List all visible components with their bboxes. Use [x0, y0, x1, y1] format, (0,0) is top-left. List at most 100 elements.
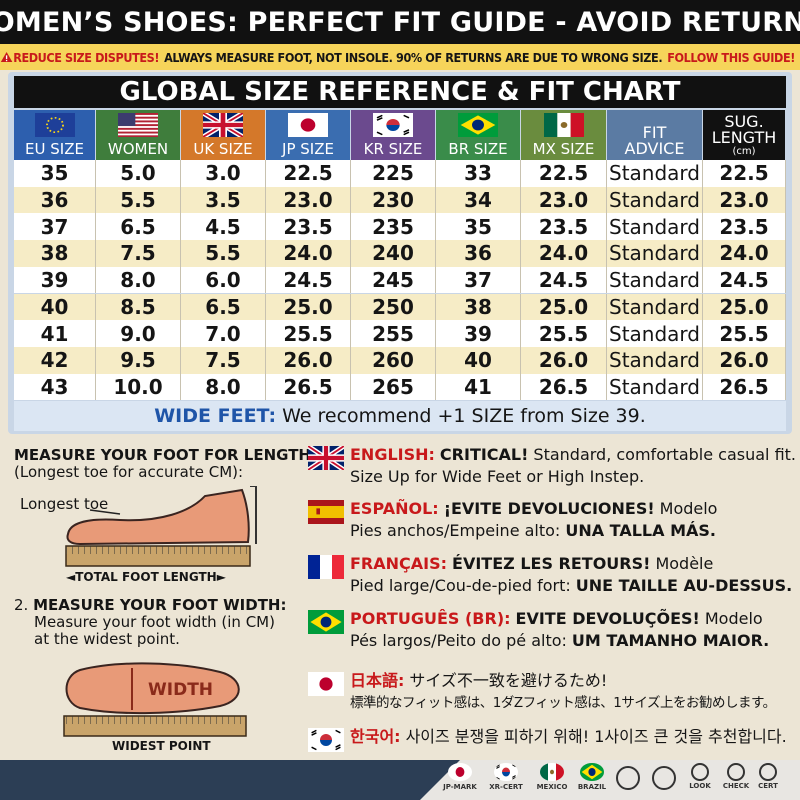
- language-headline: EVITE DEVOLUÇÕES!: [515, 609, 700, 628]
- badge-label: CHECK: [722, 782, 750, 790]
- table-cell: 40: [14, 293, 96, 321]
- ruler-ticks: [64, 716, 246, 736]
- language-label: 日本語:: [350, 671, 405, 690]
- table-cell: 25.0: [266, 293, 351, 321]
- language-text: 사이즈 분쟁을 피하기 위해! 1사이즈 큰 것을 추천합니다.: [405, 727, 787, 746]
- column-label: JP SIZE: [282, 140, 334, 158]
- language-text: サイズ不一致を避けるため!: [409, 671, 608, 690]
- table-cell: Standard: [607, 293, 703, 321]
- table-cell: 41: [436, 373, 521, 401]
- table-cell: 5.5: [181, 240, 266, 267]
- table-cell: 260: [351, 346, 436, 374]
- table-cell: 39: [436, 320, 521, 347]
- badge-flag: [580, 763, 604, 781]
- language-label: PORTUGUÊS (BR):: [350, 609, 511, 628]
- table-cell: 9.0: [96, 320, 181, 347]
- column-flag: [543, 113, 584, 137]
- table-cell: Standard: [607, 240, 703, 267]
- language-text: Modèle: [655, 554, 714, 573]
- table-cell: 265: [351, 373, 436, 401]
- foot: [66, 488, 250, 546]
- table-cell: 245: [351, 266, 436, 294]
- table-cell: Standard: [607, 320, 703, 347]
- shape: [455, 767, 465, 777]
- language-line: 日本語: サイズ不一致を避けるため!: [350, 670, 798, 692]
- note-label: WIDE FEET:: [154, 405, 277, 427]
- language-line: 標準的なフィット感は、1ダZフィット感は、1サイズ上をお勧めします。: [350, 692, 798, 714]
- language-flag: [308, 500, 344, 524]
- table-note: WIDE FEET: We recommend +1 SIZE from Size…: [14, 401, 786, 431]
- shape: [118, 113, 158, 137]
- language-label: ENGLISH:: [350, 445, 435, 464]
- language-line: FRANÇAIS: ÉVITEZ LES RETOURS! Modèle: [350, 553, 798, 575]
- language-line: Pés largos/Peito do pé alto: UM TAMANHO M…: [350, 630, 798, 652]
- language-flag: [308, 555, 344, 579]
- shape: [118, 135, 158, 137]
- table-cell: 8.0: [96, 266, 181, 294]
- language-text: Pés largos/Peito do pé alto:: [350, 631, 567, 650]
- shape: [496, 764, 516, 780]
- pointer: [89, 509, 121, 515]
- table-cell: 26.5: [266, 373, 351, 401]
- column-flag: [203, 113, 243, 137]
- table-cell: 24.5: [521, 266, 607, 294]
- table-cell: 6.5: [181, 293, 266, 321]
- shape: [543, 113, 557, 137]
- language-line: Pied large/Cou-de-pied fort: UNE TAILLE A…: [350, 575, 798, 597]
- table-cell: 33: [436, 160, 521, 187]
- table-cell: 255: [351, 320, 436, 347]
- table-cell: 9.5: [96, 346, 181, 374]
- shape: [386, 119, 400, 125]
- shape: [320, 734, 332, 740]
- badge-icon: [691, 763, 709, 781]
- language-text: Modelo: [704, 609, 763, 628]
- column-label: SUG. LENGTH: [711, 112, 777, 147]
- shape: [560, 122, 567, 128]
- foot-top: [65, 662, 240, 715]
- table-cell: 22.5: [266, 160, 351, 187]
- language-flag: [308, 610, 344, 634]
- column-label: FIT ADVICE: [624, 123, 685, 158]
- length-sub: (Longest toe for accurate CM):: [14, 463, 244, 481]
- shape: [320, 740, 332, 746]
- column-label: WOMEN: [107, 140, 169, 158]
- shape: [118, 113, 158, 115]
- language-emphasis: UNA TALLA MÁS.: [565, 521, 716, 540]
- globe-icon: [652, 766, 676, 790]
- table-cell: 41: [14, 320, 96, 347]
- table-cell: 3.5: [181, 186, 266, 214]
- length-heading: MEASURE YOUR FOOT FOR LENGTH: [14, 446, 311, 464]
- table-cell: 22.5: [521, 160, 607, 187]
- table-cell: 42: [14, 346, 96, 374]
- shape: [570, 113, 584, 137]
- language-line: 한국어: 사이즈 분쟁을 피하기 위해! 1사이즈 큰 것을 추천합니다.: [350, 726, 798, 748]
- table-cell: 7.5: [181, 346, 266, 374]
- width-label: WIDTH: [148, 680, 214, 700]
- shape: [540, 763, 548, 781]
- table-cell: 4.5: [181, 213, 266, 241]
- table-cell: 35: [14, 160, 96, 187]
- table-cell: 25.5: [521, 320, 607, 347]
- table-cell: 23.5: [521, 213, 607, 241]
- table-cell: Standard: [607, 213, 703, 241]
- language-flag: [308, 728, 344, 752]
- language-text: Modelo: [659, 499, 718, 518]
- language-note: FRANÇAIS: ÉVITEZ LES RETOURS! Modèle Pied l…: [350, 553, 798, 597]
- shape: [386, 125, 400, 131]
- alert-banner: REDUCE SIZE DISPUTES! ALWAYS MEASURE FOO…: [0, 44, 800, 70]
- table-cell: 23.0: [521, 186, 607, 214]
- column-header: UK SIZE: [181, 110, 265, 160]
- table-cell: 8.5: [96, 293, 181, 321]
- badge-flag: [540, 763, 564, 781]
- shape: [320, 555, 332, 579]
- language-emphasis: UNE TAILLE AU-DESSUS.: [575, 576, 793, 595]
- table-cell: 7.0: [181, 320, 266, 347]
- badge-label: BRAZIL: [577, 783, 607, 791]
- warning-icon: [0, 52, 13, 62]
- table-cell: 35: [436, 213, 521, 241]
- footer-badge: LOOK: [680, 763, 720, 790]
- table-cell: 23.0: [266, 186, 351, 214]
- language-label: FRANÇAIS:: [350, 554, 448, 573]
- shape: [300, 118, 316, 132]
